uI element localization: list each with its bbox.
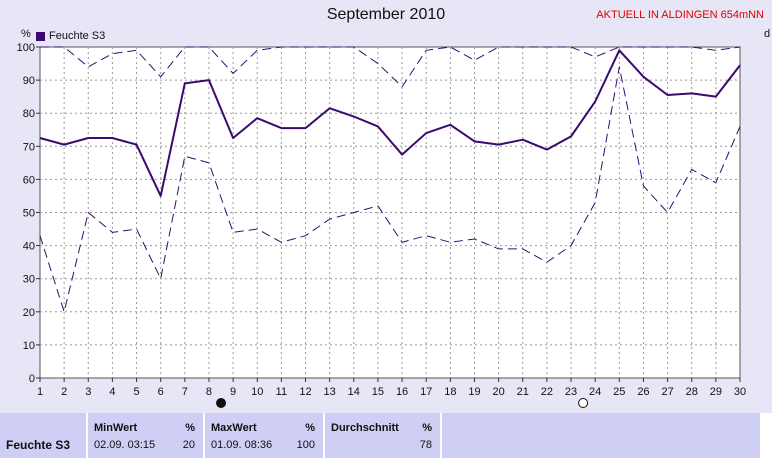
series-line-max <box>40 46 741 88</box>
right-axis-label: d <box>764 28 771 40</box>
x-tick-label: 7 <box>182 386 188 398</box>
x-tick-label: 17 <box>420 386 432 398</box>
y-tick-label: 30 <box>23 274 35 286</box>
x-tick-label: 1 <box>37 386 43 398</box>
x-tick-label: 20 <box>492 386 504 398</box>
x-tick-label: 11 <box>276 386 287 398</box>
x-tick-label: 30 <box>734 386 746 398</box>
x-tick-label: 28 <box>686 386 698 398</box>
x-tick-label: 6 <box>158 386 164 398</box>
min-value: 20 <box>182 439 195 451</box>
series-line-mean <box>39 49 741 197</box>
y-tick-label: 50 <box>23 208 35 220</box>
max-value-cell: MaxWert % 01.09. 08:36 100 <box>205 413 325 458</box>
stats-row-header: Feuchte S3 <box>0 413 88 458</box>
moon-full-icon <box>578 398 589 408</box>
average-cell: Durchschnitt % 78 <box>325 413 442 458</box>
x-tick-label: 19 <box>468 386 480 398</box>
x-tick-label: 15 <box>372 386 384 398</box>
y-tick-label: 10 <box>23 340 35 352</box>
x-tick-label: 25 <box>613 386 625 398</box>
x-tick-label: 4 <box>109 386 115 398</box>
min-value-cell: MinWert % 02.09. 03:15 20 <box>88 413 205 458</box>
stats-empty-cell <box>442 413 762 458</box>
x-tick-label: 5 <box>133 386 139 398</box>
x-tick-label: 16 <box>396 386 408 398</box>
max-value: 100 <box>296 439 315 451</box>
series-line-min <box>39 66 741 313</box>
x-tick-label: 22 <box>541 386 553 398</box>
avg-header: Durchschnitt <box>331 422 399 434</box>
x-tick-label: 27 <box>661 386 673 398</box>
min-header: MinWert <box>94 422 138 434</box>
x-tick-label: 2 <box>61 386 67 398</box>
y-tick-label: 60 <box>23 174 35 186</box>
y-tick-label: 0 <box>29 373 35 385</box>
x-tick-label: 9 <box>230 386 236 398</box>
avg-value: 78 <box>419 439 432 451</box>
x-tick-label: 24 <box>589 386 601 398</box>
x-tick-label: 23 <box>565 386 577 398</box>
x-tick-label: 3 <box>85 386 91 398</box>
y-tick-label: 90 <box>23 75 35 87</box>
y-tick-label: 80 <box>23 108 35 120</box>
y-tick-label: 20 <box>23 307 35 319</box>
x-tick-label: 14 <box>348 386 360 398</box>
legend-swatch <box>36 31 45 41</box>
y-tick-label: 100 <box>17 42 35 54</box>
min-datetime: 02.09. 03:15 <box>94 439 156 451</box>
max-header: MaxWert <box>211 422 257 434</box>
stats-row-label: Feuchte S3 <box>6 438 71 452</box>
y-axis-unit: % <box>21 28 31 40</box>
max-datetime: 01.09. 08:36 <box>211 439 273 451</box>
x-tick-label: 13 <box>324 386 336 398</box>
x-tick-label: 21 <box>517 386 529 398</box>
x-tick-label: 10 <box>251 386 263 398</box>
max-unit: % <box>305 422 315 434</box>
station-label: AKTUELL IN ALDINGEN 654mNN <box>596 9 764 21</box>
moon-new-icon <box>216 398 227 408</box>
x-tick-label: 12 <box>299 386 311 398</box>
min-unit: % <box>185 422 195 434</box>
y-tick-label: 70 <box>23 141 35 153</box>
stats-panel: Feuchte S3 MinWert % 02.09. 03:15 20 Max… <box>0 413 772 458</box>
chart-title: September 2010 <box>326 6 446 23</box>
x-tick-label: 29 <box>710 386 722 398</box>
legend: Feuchte S3 <box>36 30 105 42</box>
x-tick-label: 18 <box>444 386 456 398</box>
legend-label: Feuchte S3 <box>49 30 106 42</box>
avg-unit: % <box>422 422 432 434</box>
x-tick-label: 26 <box>637 386 649 398</box>
x-tick-label: 8 <box>206 386 212 398</box>
y-tick-label: 40 <box>23 241 35 253</box>
